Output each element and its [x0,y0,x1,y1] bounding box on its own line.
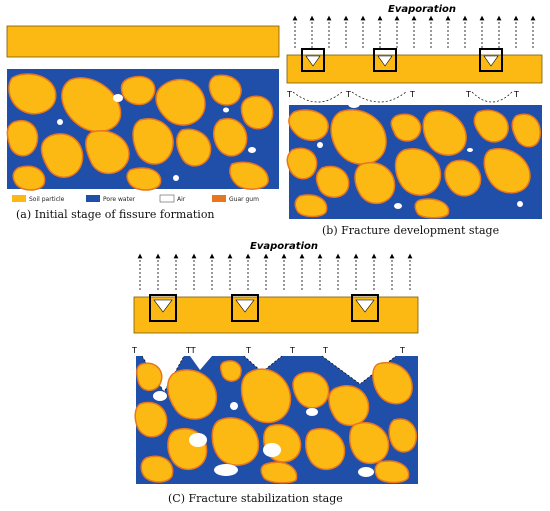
legend-air-swatch [159,194,175,203]
panel-a-caption: (a) Initial stage of fissure formation [16,208,215,221]
panel-c-caption: (C) Fracture stabilization stage [168,492,343,505]
legend-water-swatch [86,195,100,202]
panel-c-t3: T [245,346,251,355]
panel-c-t5: T [322,346,328,355]
panel-c-evaporation-label: Evaporation [250,241,318,252]
panel-a-air [57,94,256,181]
panel-b-crust-boxes [301,48,503,72]
panel-a-particles [6,73,274,191]
panel-c-crust-boxes [149,294,379,322]
legend-water-label: Pore water [103,196,136,203]
panel-c-crust [133,296,419,334]
legend-guar-label: Guar gum [229,196,259,203]
panel-a-soil-block [6,69,279,191]
panel-b-t2: T [345,90,351,99]
panel-b-t4: T [465,90,471,99]
panel-b-caption: (b) Fracture development stage [322,224,499,237]
panel-c-evaporation-arrows [137,253,413,290]
panel-b-soil-block [286,100,542,219]
panel-a: Soil particle Pore water Air Guar gum (a… [6,25,280,221]
panel-b-tension: T T T T T [286,90,519,103]
legend-air-label: Air [177,196,186,203]
panel-b-t3: T [409,90,415,99]
panel-c-t4: T [289,346,295,355]
panel-b-t1: T [286,90,292,99]
legend: Soil particle Pore water Air Guar gum [12,194,259,203]
panel-c-t6: T [399,346,405,355]
panel-c-t1: T [131,346,137,355]
legend-guar-swatch [212,195,226,202]
legend-soil-label: Soil particle [29,196,65,203]
panel-b-crust-cracks [305,55,499,67]
panel-c-crust-cracks [153,299,375,313]
legend-soil-swatch [12,195,26,202]
panel-c-t2: TT [185,346,196,355]
panel-b-t5: T [513,90,519,99]
panel-c-tension: T TT T T T T [131,346,405,355]
panel-a-crust [6,25,280,58]
panel-b-evaporation-label: Evaporation [388,4,456,15]
panel-b-evaporation-arrows [292,15,536,48]
panel-b: Evaporation [286,4,543,237]
panel-b-crust [286,54,543,84]
panel-c-soil-block [134,355,418,484]
panel-c: Evaporation [131,241,419,505]
